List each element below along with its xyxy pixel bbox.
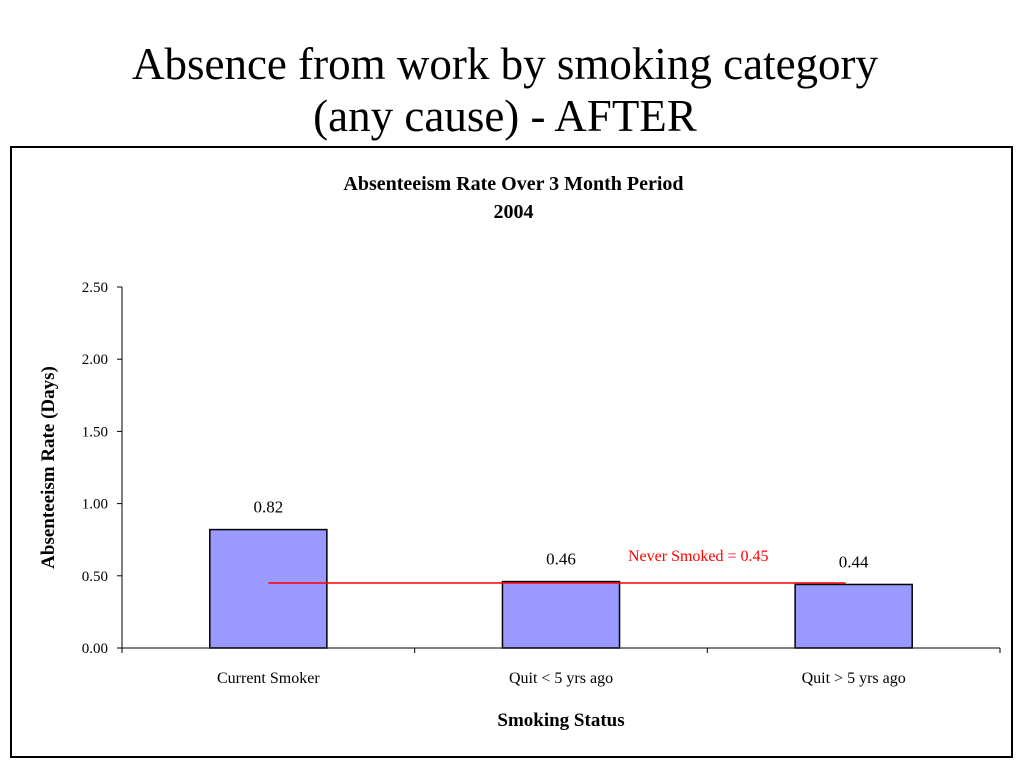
chart-subtitle: 2004	[493, 201, 534, 223]
chart-frame: Absenteeism Rate Over 3 Month Period 200…	[10, 146, 1013, 758]
y-tick-label: 1.50	[82, 424, 108, 440]
bar	[501, 580, 621, 649]
chart-title-line: Absenteeism Rate Over 3 Month Period	[343, 173, 684, 195]
y-tick-label: 0.00	[82, 641, 108, 657]
data-label: 0.46	[546, 550, 576, 569]
reference-line-label: Never Smoked = 0.45	[628, 548, 769, 565]
bar	[794, 583, 913, 649]
y-axis-title: Absenteeism Rate (Days)	[38, 366, 59, 569]
y-tick-label: 0.50	[82, 569, 108, 585]
bar	[209, 528, 328, 649]
data-label: 0.82	[253, 498, 283, 517]
x-tick-label: Quit < 5 yrs ago	[509, 670, 613, 687]
y-tick-label: 2.00	[82, 352, 108, 368]
bar-chart: 0.00 0.50 1.00 1.50 2.00 2.50 0.82 Current Smok…	[38, 280, 1001, 731]
data-label: 0.44	[839, 552, 869, 571]
y-tick-label: 1.00	[82, 497, 108, 513]
x-axis-title: Smoking Status	[497, 710, 624, 731]
x-tick-label: Current Smoker	[217, 670, 320, 687]
slide-title-line-1: Absence from work by smoking category	[131, 39, 879, 89]
slide-title: Absence from work by smoking category (a…	[0, 38, 1010, 142]
y-tick-label: 2.50	[82, 280, 108, 296]
slide-title-line-2: (any cause) - AFTER	[313, 91, 697, 141]
x-tick-label: Quit > 5 yrs ago	[802, 670, 906, 687]
chart-title: Absenteeism Rate Over 3 Month Period 200…	[12, 170, 1015, 226]
